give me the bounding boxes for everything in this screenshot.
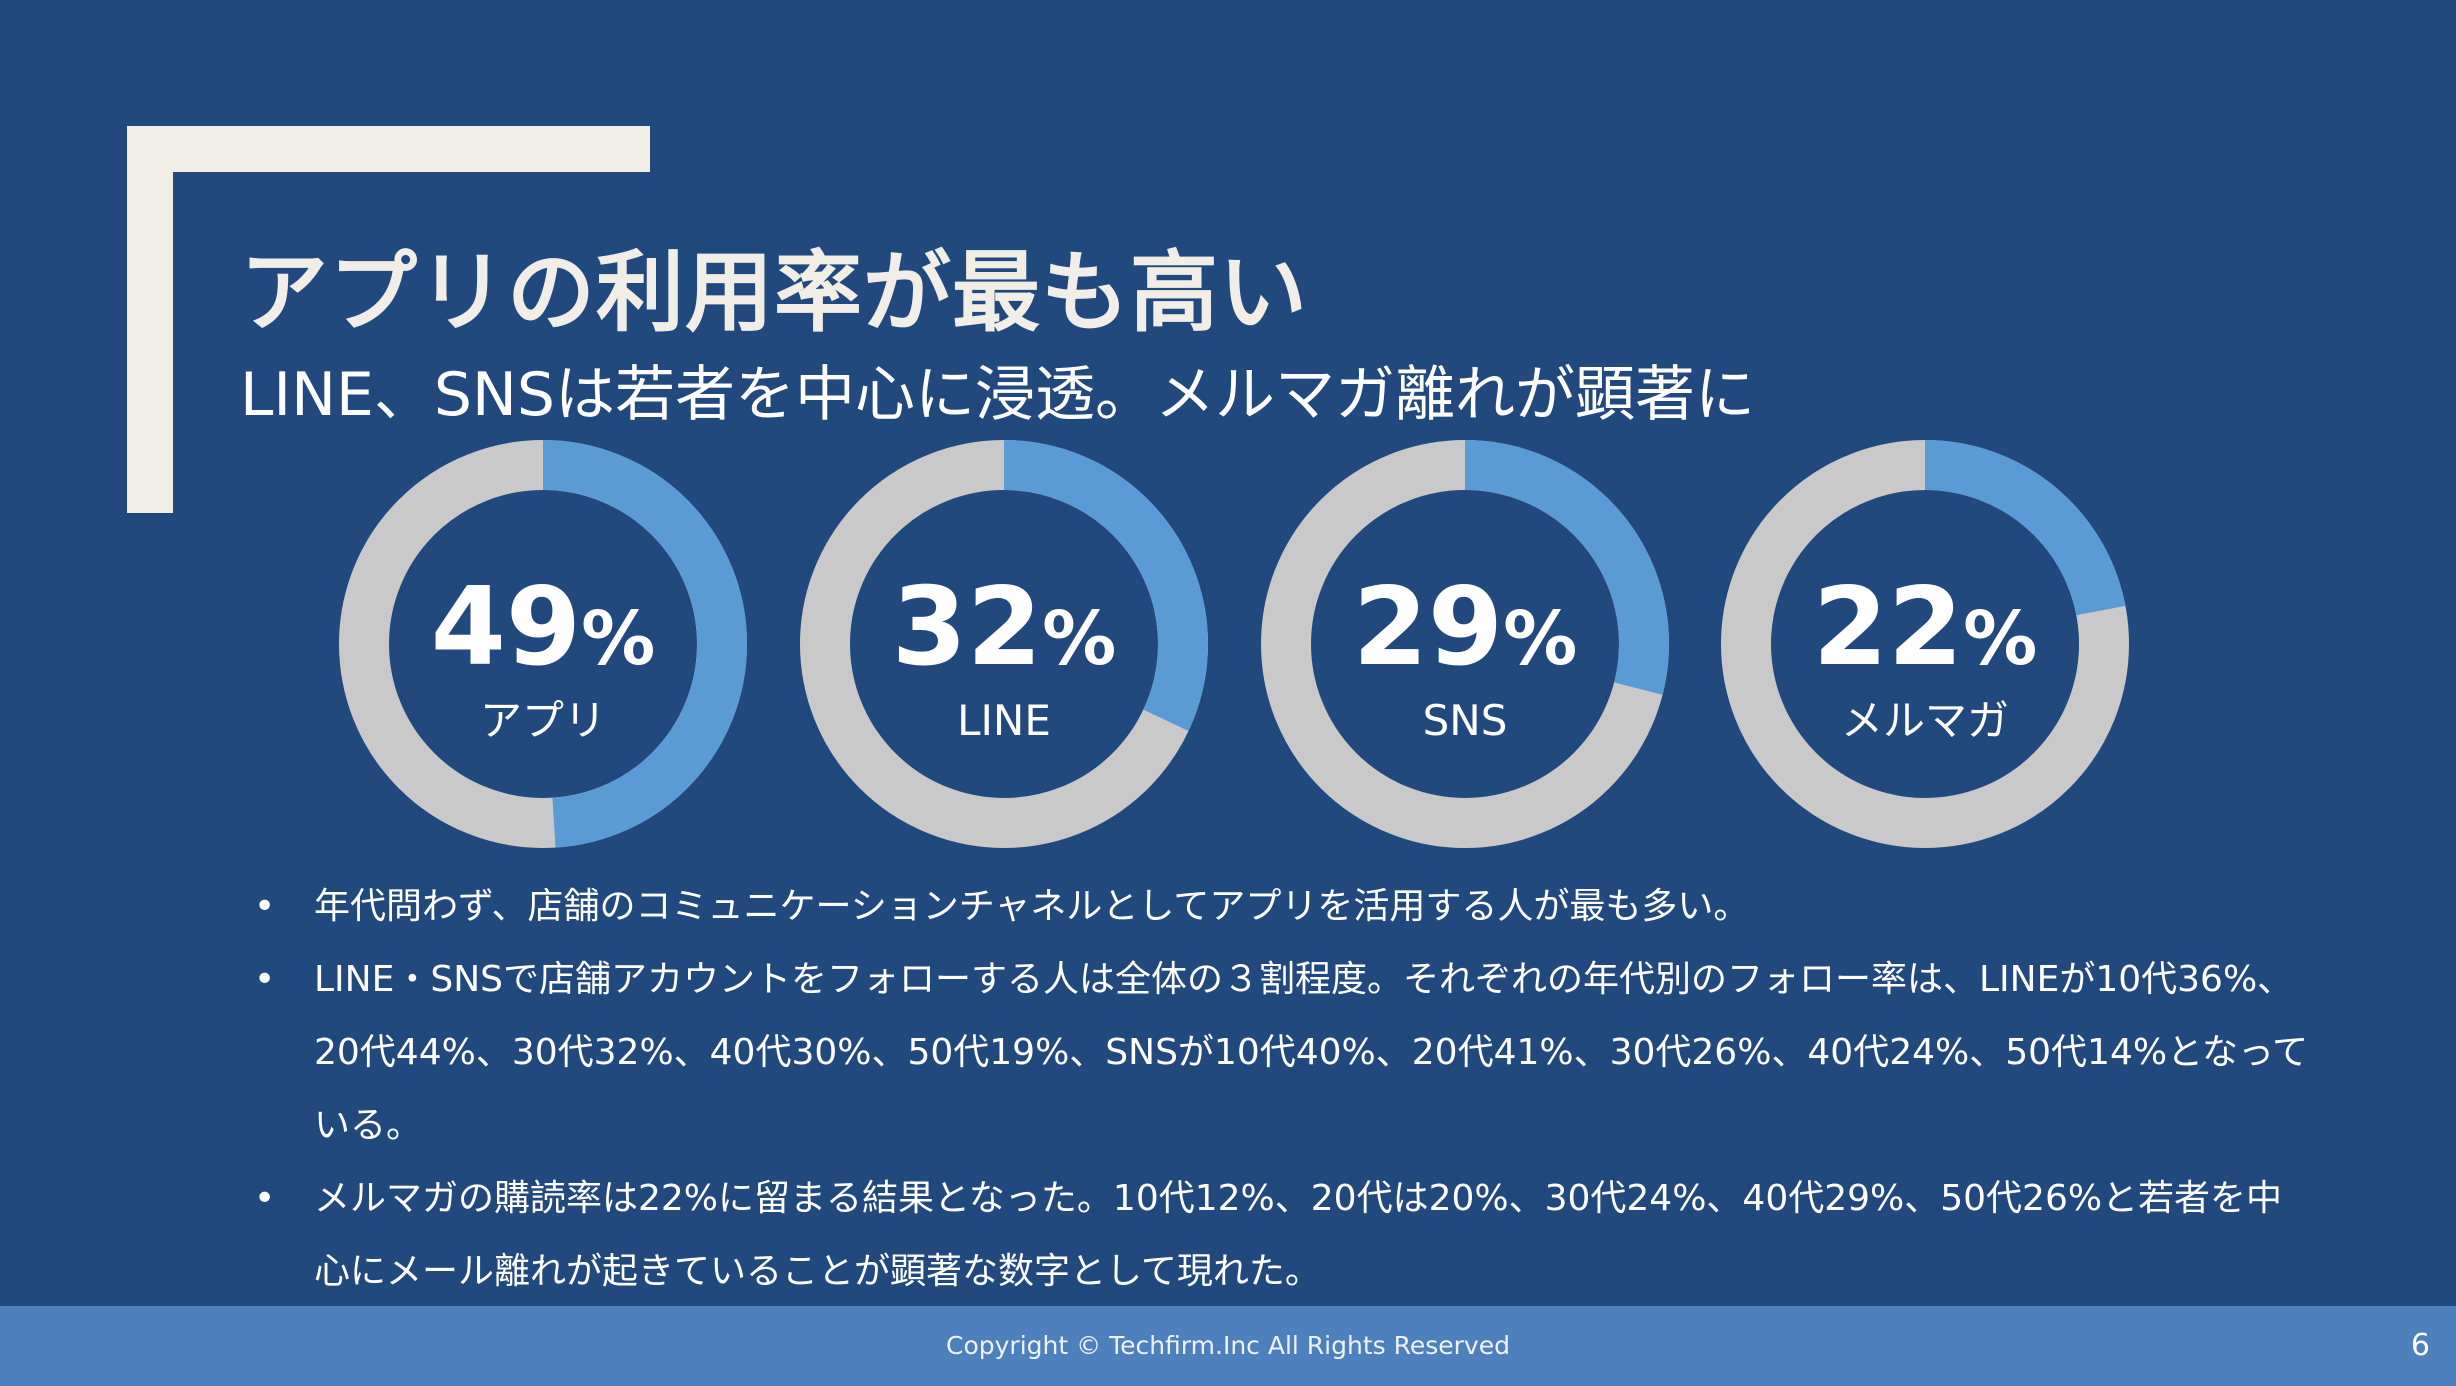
donut-value-unit: % <box>581 596 656 682</box>
donut-value-unit: % <box>1963 596 2038 682</box>
bullet-item: • メルマガの購読率は22%に留まる結果となった。10代12%、20代は20%、… <box>250 1162 2310 1308</box>
bullet-dot: • <box>254 886 276 927</box>
bullet-text: メルマガの購読率は22%に留まる結果となった。10代12%、20代は20%、30… <box>314 1178 2283 1292</box>
bullet-text: 年代問わず、店舗のコミュニケーションチャネルとしてアプリを活用する人が最も多い。 <box>314 886 1750 927</box>
donut-value-number: 22 <box>1812 565 1964 690</box>
donut-segment <box>1721 440 2129 848</box>
donut-value-label: 49% <box>363 574 723 682</box>
donut-value-label: 29% <box>1285 574 1645 682</box>
bullet-item: • 年代問わず、店舗のコミュニケーションチャネルとしてアプリを活用する人が最も多… <box>250 870 2310 943</box>
donut-value-unit: % <box>1042 596 1117 682</box>
bullet-item: • LINE・SNSで店舗アカウントをフォローする人は全体の３割程度。それぞれの… <box>250 943 2310 1162</box>
donut-chart-svg <box>339 440 2129 848</box>
copyright-text: Copyright © Techfirm.Inc All Rights Rese… <box>946 1331 1510 1360</box>
donut-segment <box>800 440 1208 848</box>
donut-chart-row: 49% アプリ 32% LINE 29% SNS 22% メルマガ <box>339 440 2129 848</box>
page-number: 6 <box>2410 1328 2430 1363</box>
donut-value-label: 22% <box>1745 574 2105 682</box>
donut-value-number: 32 <box>891 565 1043 690</box>
donut-value-number: 49 <box>430 565 582 690</box>
donut-segment <box>1261 440 1669 848</box>
bullet-dot: • <box>254 1178 276 1219</box>
donut-category-label: LINE <box>957 696 1051 745</box>
slide-title: アプリの利用率が最も高い <box>240 241 1309 344</box>
slide-subtitle: LINE、SNSは若者を中心に浸透。メルマガ離れが顕著に <box>240 360 1755 430</box>
title-bracket-top <box>127 126 650 172</box>
footer-bar: Copyright © Techfirm.Inc All Rights Rese… <box>0 1306 2456 1386</box>
donut-category-label: アプリ <box>479 696 606 745</box>
donut-category-label: SNS <box>1422 696 1508 745</box>
title-bracket-left <box>127 126 173 513</box>
donut-segment <box>339 440 747 848</box>
bullet-list: • 年代問わず、店舗のコミュニケーションチャネルとしてアプリを活用する人が最も多… <box>250 870 2310 1308</box>
donut-value-unit: % <box>1503 596 1578 682</box>
bullet-dot: • <box>254 959 276 1000</box>
donut-category-label: メルマガ <box>1840 696 2009 745</box>
donut-value-number: 29 <box>1352 565 1504 690</box>
bullet-text: LINE・SNSで店舗アカウントをフォローする人は全体の３割程度。それぞれの年代… <box>314 959 2309 1146</box>
donut-value-label: 32% <box>824 574 1184 682</box>
